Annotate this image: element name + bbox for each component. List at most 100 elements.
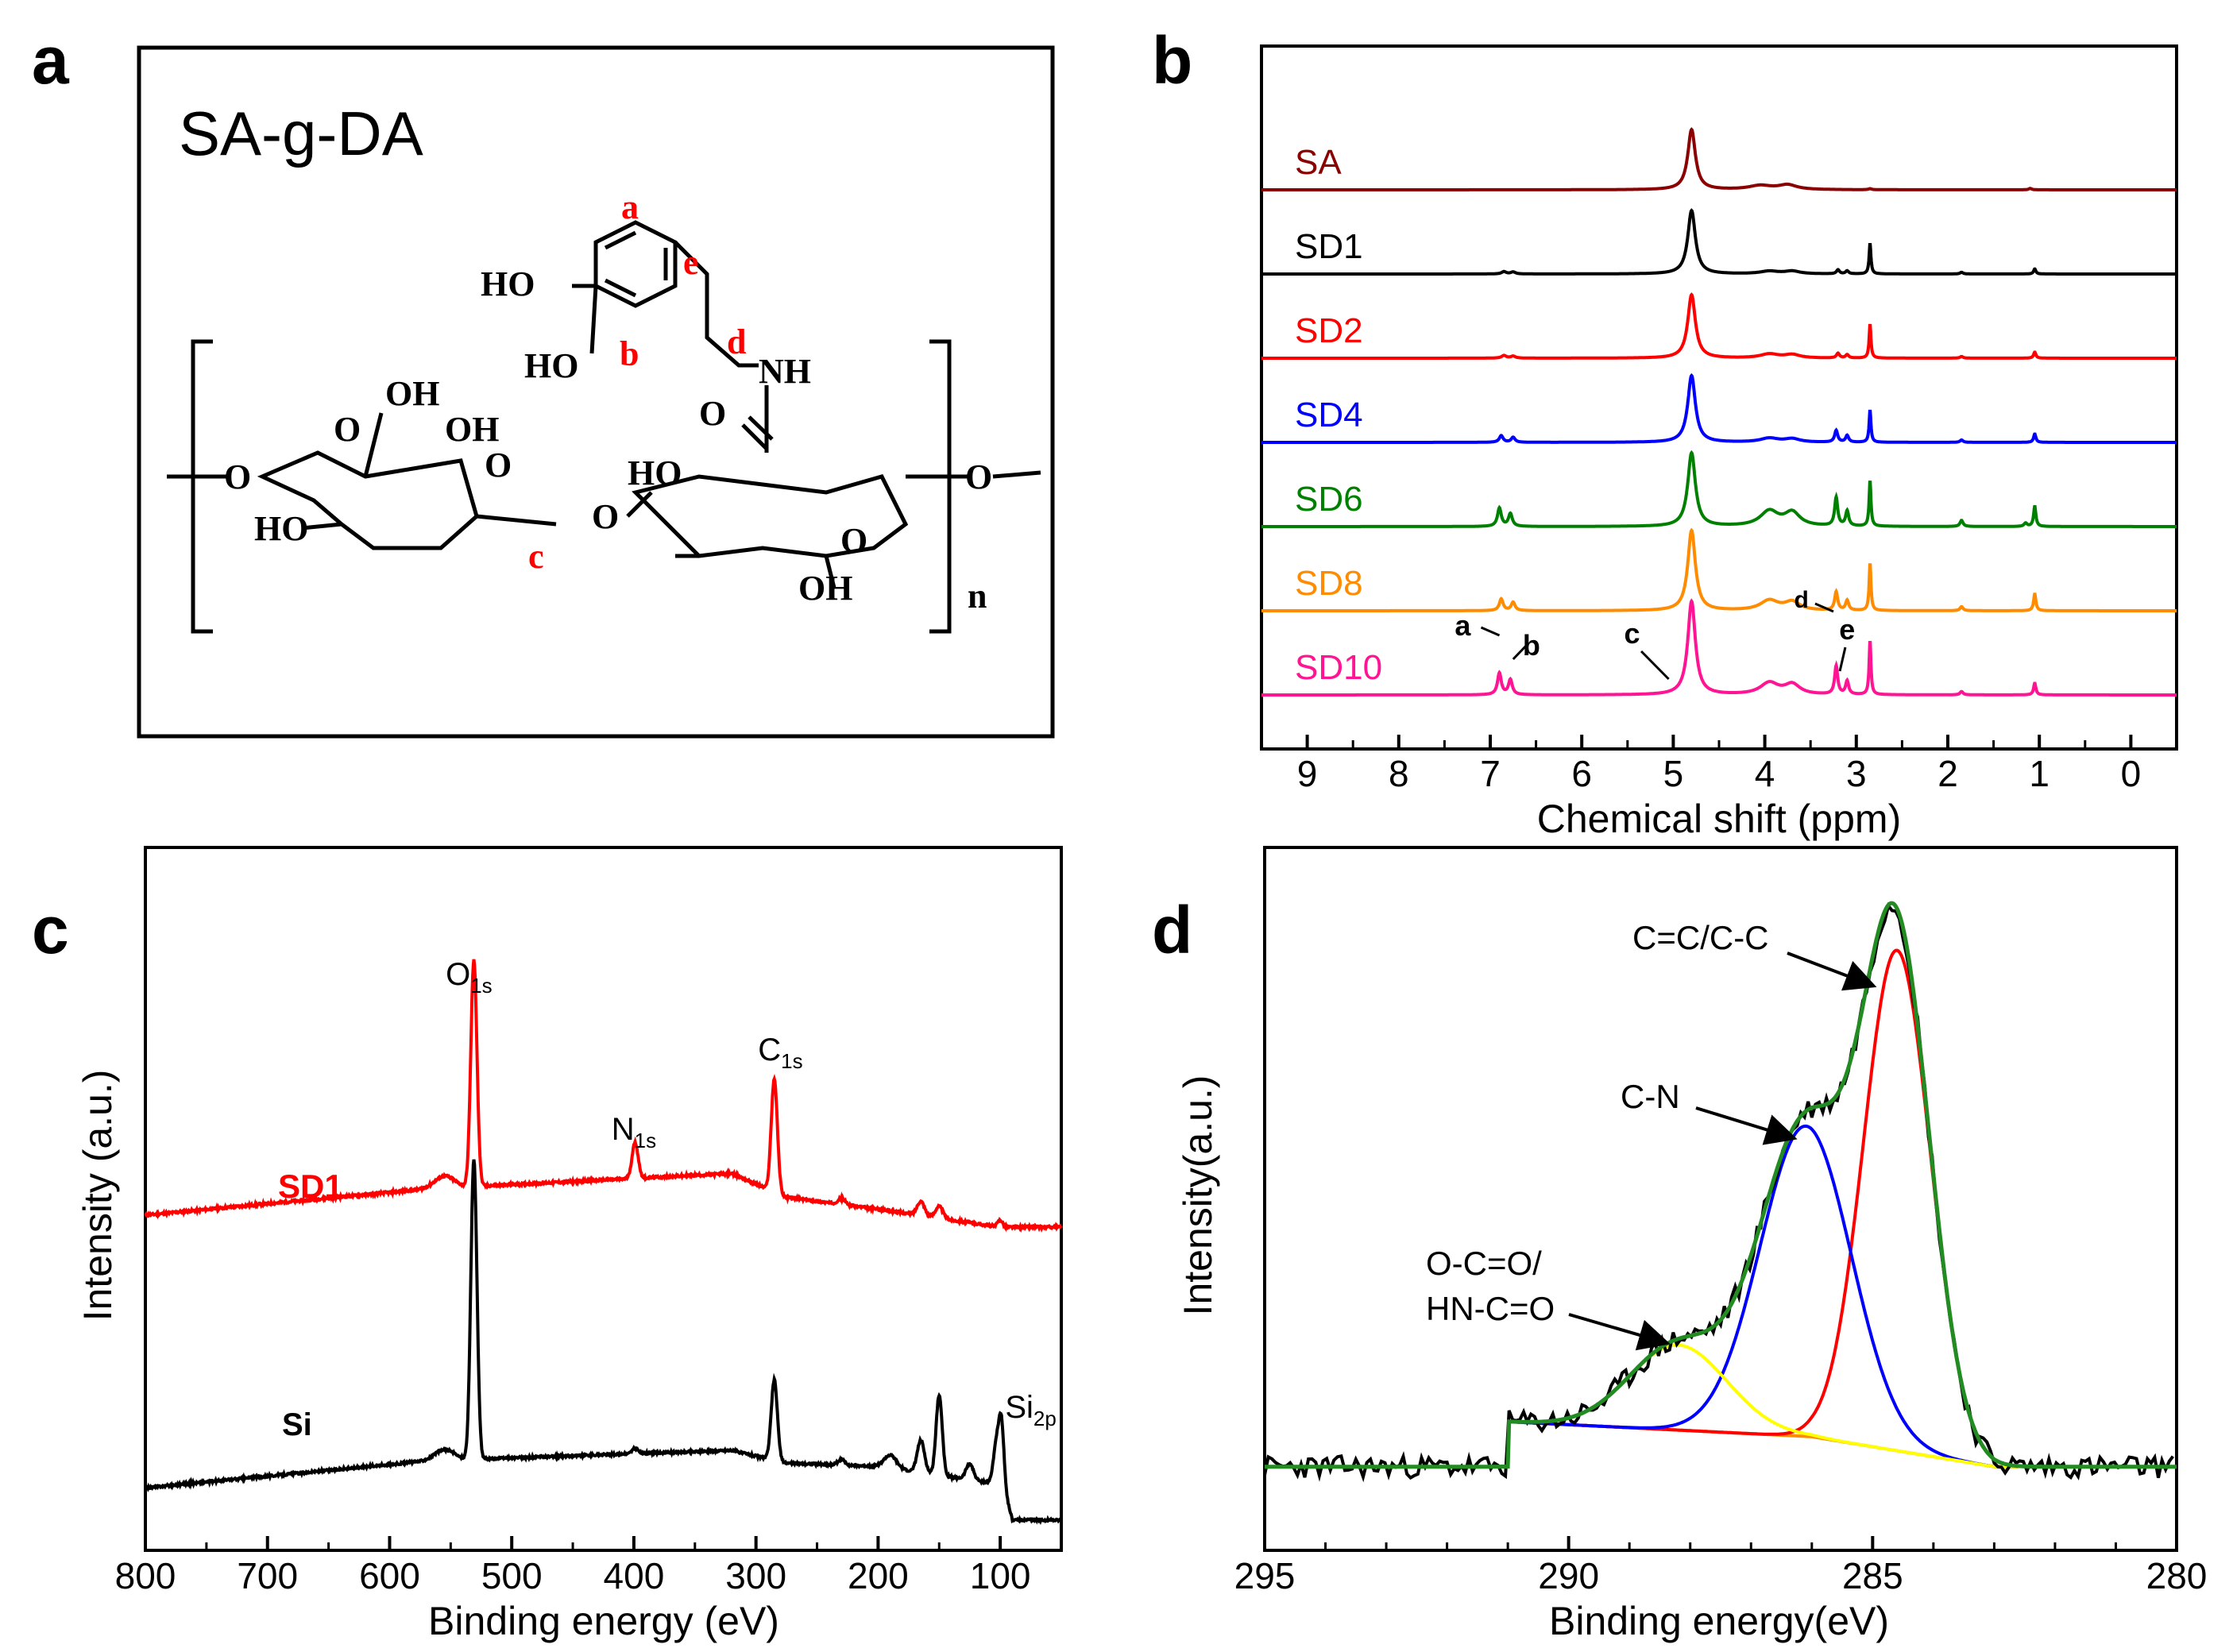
xps-survey-labels: O1s N1s C1s Si2p SD1 Si bbox=[278, 957, 1057, 1442]
nmr-peak-pointer bbox=[1814, 602, 1834, 613]
label-o-carbonyl: O bbox=[699, 394, 726, 433]
label-o-ring2: O bbox=[840, 521, 867, 560]
nmr-label-sd8: SD8 bbox=[1295, 564, 1363, 603]
label-ho1: HO bbox=[481, 264, 535, 303]
xps-survey-tick-label: 800 bbox=[115, 1555, 176, 1596]
c1s-x-axis-title: Binding energy(eV) bbox=[1549, 1599, 1889, 1643]
c1s-annotations: C=C/C-C C-N O-C=O/HN-C=O bbox=[1426, 919, 1877, 1351]
nmr-label-sd10: SD10 bbox=[1295, 648, 1382, 687]
xps-survey-spectra bbox=[144, 959, 1063, 1526]
nmr-label-sd1: SD1 bbox=[1295, 227, 1363, 266]
c1s-component-c-n bbox=[1507, 1124, 2019, 1469]
xps-survey-tick-label: 700 bbox=[237, 1555, 298, 1596]
xps-label-n1s: N1s bbox=[612, 1112, 656, 1152]
nmr-spectrum-sa bbox=[1261, 127, 2177, 191]
nmr-peak-pointer bbox=[1512, 643, 1528, 661]
nmr-peak-pointer bbox=[1838, 647, 1847, 672]
nmr-label-sd2: SD2 bbox=[1295, 311, 1363, 350]
nmr-spectrum-sd6 bbox=[1261, 450, 2177, 528]
nmr-label-sa: SA bbox=[1295, 143, 1342, 182]
xps-survey-tick-label: 400 bbox=[604, 1555, 665, 1596]
ethyl-chain bbox=[674, 241, 759, 368]
nmr-tick-label: 1 bbox=[2029, 753, 2049, 794]
label-oh-ring2: OH bbox=[798, 569, 852, 608]
label-ho-ring1: HO bbox=[254, 509, 308, 548]
xps-survey-x-axis-title: Binding energy (eV) bbox=[428, 1599, 779, 1643]
nmr-peak-annotations: a b c d e bbox=[1455, 587, 1855, 681]
xps-survey-si bbox=[144, 1159, 1062, 1526]
label-b: b bbox=[620, 334, 639, 373]
right-bracket bbox=[929, 339, 952, 634]
panel-d: d 295 290 285 280 C=C/C-C C-N O-C=O/HN-C=O Bi… bbox=[1152, 846, 2207, 1643]
xps-label-c1s: C1s bbox=[758, 1032, 802, 1073]
nmr-tick-label: 7 bbox=[1480, 753, 1501, 794]
nmr-tick-label: 9 bbox=[1297, 753, 1318, 794]
label-o-right: O bbox=[965, 457, 992, 496]
xps-survey-tick-label: 500 bbox=[481, 1555, 543, 1596]
panel-c-frame bbox=[144, 846, 1063, 1552]
structure-labels: a e b d c HO HO NH O OH O OH HO O O HO O… bbox=[224, 187, 992, 616]
nmr-tick-label: 5 bbox=[1663, 753, 1684, 794]
label-oh-ring1: OH bbox=[445, 410, 499, 449]
c1s-label-oco-1: O-C=O/ bbox=[1426, 1245, 1542, 1282]
c1s-label-cc: C=C/C-C bbox=[1632, 919, 1769, 956]
label-oh-acid: OH bbox=[385, 374, 439, 413]
xps-series-label-si: Si bbox=[282, 1407, 312, 1442]
c1s-raw-data bbox=[1263, 901, 2174, 1483]
label-d: d bbox=[727, 322, 746, 361]
c1s-label-oco-2: HN-C=O bbox=[1426, 1290, 1555, 1327]
nmr-peak-label-c: c bbox=[1625, 617, 1640, 650]
panel-d-letter: d bbox=[1152, 893, 1192, 967]
panel-a: a SA-g-DA bbox=[32, 23, 1055, 739]
label-c: c bbox=[528, 537, 544, 576]
label-o-acid: O bbox=[334, 410, 361, 449]
label-o-ring1: O bbox=[485, 446, 512, 484]
label-ho-ring2: HO bbox=[628, 454, 682, 492]
label-n: n bbox=[968, 577, 987, 616]
panel-a-frame bbox=[137, 45, 1055, 739]
c1s-arrow-cn bbox=[1695, 1106, 1798, 1145]
c1s-y-axis-title: Intensity(a.u.) bbox=[1176, 1075, 1220, 1316]
c1s-x-axis-ticks: 295 290 285 280 bbox=[1234, 1536, 2207, 1596]
xps-survey-sd1 bbox=[144, 959, 1063, 1233]
nmr-peak-label-d: d bbox=[1795, 587, 1809, 613]
nmr-peak-pointer bbox=[1640, 650, 1670, 681]
c1s-envelope bbox=[1265, 901, 2177, 1469]
nmr-spectrum-sd8 bbox=[1261, 527, 2177, 612]
c1s-background bbox=[1507, 1420, 2019, 1469]
panel-c: c 800 700 600 500 400 300 200 100 O1s N1s C1s Si2p… bbox=[32, 846, 1063, 1643]
nmr-series-labels: SA SD1 SD2 SD4 SD6 SD8 SD10 bbox=[1295, 143, 1382, 687]
nmr-tick-label: 3 bbox=[1846, 753, 1867, 794]
panel-a-letter: a bbox=[32, 23, 70, 98]
xps-label-si2p: Si2p bbox=[1005, 1390, 1057, 1430]
nmr-label-sd4: SD4 bbox=[1295, 396, 1363, 434]
label-ho2: HO bbox=[524, 346, 578, 385]
panel-c-letter: c bbox=[32, 893, 69, 967]
nmr-spectra bbox=[1261, 127, 2177, 697]
xps-label-o1s: O1s bbox=[446, 957, 493, 998]
left-bracket bbox=[191, 339, 213, 634]
chemical-structure bbox=[167, 220, 1041, 634]
nmr-tick-label: 8 bbox=[1389, 753, 1409, 794]
xps-survey-tick-label: 300 bbox=[725, 1555, 786, 1596]
xps-series-label-sd1: SD1 bbox=[278, 1168, 343, 1205]
nmr-peak-pointer bbox=[1480, 626, 1501, 637]
nmr-peak-label-b: b bbox=[1523, 629, 1540, 662]
nmr-tick-label: 0 bbox=[2121, 753, 2142, 794]
structure-title: SA-g-DA bbox=[179, 98, 423, 168]
label-a: a bbox=[621, 187, 639, 226]
c1s-arrow-cc bbox=[1787, 951, 1877, 991]
nmr-tick-label: 2 bbox=[1937, 753, 1958, 794]
c1s-fit-curves bbox=[1263, 901, 2177, 1483]
nmr-label-sd6: SD6 bbox=[1295, 480, 1363, 519]
nmr-peak-label-e: e bbox=[1839, 613, 1855, 646]
nmr-tick-label: 4 bbox=[1755, 753, 1775, 794]
label-nh: NH bbox=[759, 352, 811, 391]
nmr-spectrum-sd2 bbox=[1261, 292, 2177, 360]
c1s-tick-label: 295 bbox=[1234, 1555, 1296, 1596]
sugar-ring-2 bbox=[632, 474, 909, 558]
nmr-x-axis-ticks: 9 8 7 6 5 4 3 2 1 0 bbox=[1260, 735, 2178, 794]
nmr-peak-label-a: a bbox=[1455, 609, 1471, 642]
xps-survey-tick-label: 200 bbox=[848, 1555, 909, 1596]
